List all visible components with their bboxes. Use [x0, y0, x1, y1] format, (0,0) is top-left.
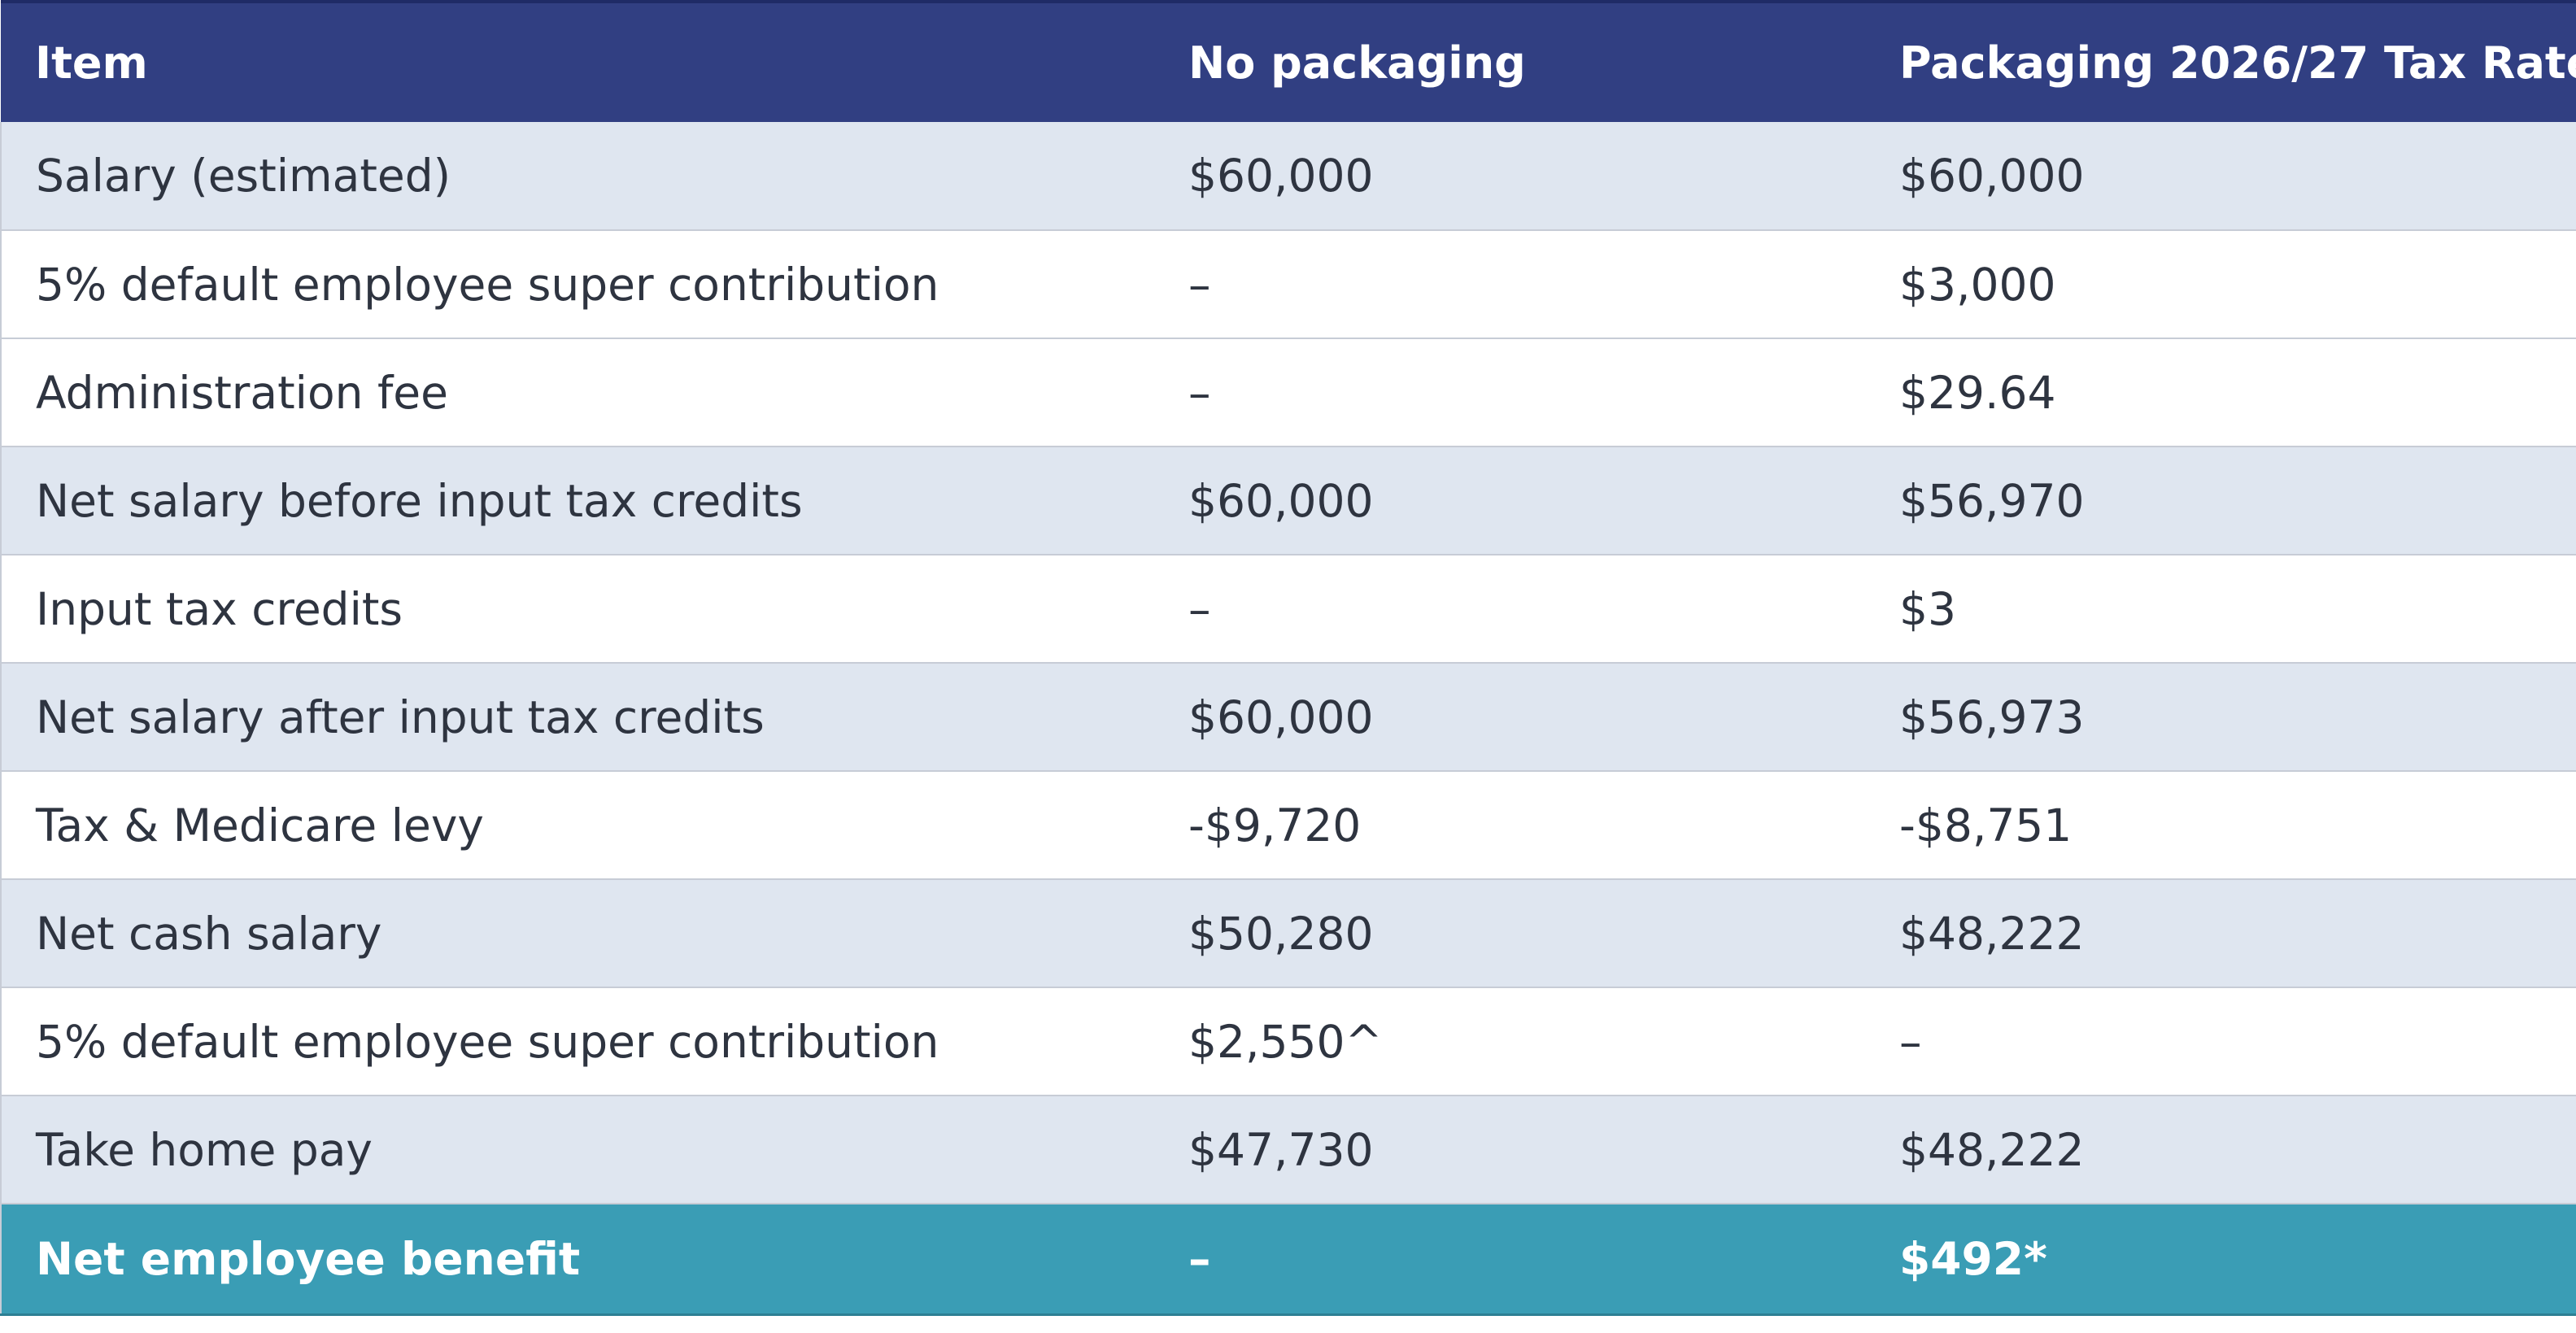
table-row: Salary (estimated) $60,000 $60,000 [0, 122, 2576, 231]
table-body: Salary (estimated) $60,000 $60,000 5% defau… [0, 122, 2576, 1316]
cell-item: Tax & Medicare levy [0, 771, 1154, 880]
cell-packaging: $56,973 [1865, 663, 2576, 772]
cell-packaging: $48,222 [1865, 1096, 2576, 1204]
cell-packaging: $3 [1865, 555, 2576, 664]
cell-item: Net salary before input tax credits [0, 447, 1154, 555]
cell-no-packaging: $50,280 [1154, 879, 1865, 988]
cell-no-packaging: $60,000 [1154, 663, 1865, 772]
table-row: Net salary after input tax credits $60,00… [0, 663, 2576, 772]
header-row: Item No packaging Packaging 2026/27 Tax … [1, 0, 2576, 122]
cell-item: Net salary after input tax credits [0, 663, 1154, 772]
cell-item: Administration fee [0, 338, 1154, 447]
cell-item: Input tax credits [0, 555, 1154, 664]
cell-no-packaging: – [1154, 230, 1865, 339]
table-row: Input tax credits – $3 [0, 555, 2576, 664]
cell-no-packaging: $60,000 [1154, 447, 1865, 555]
total-row: Net employee benefit – $492* [0, 1204, 2576, 1316]
cell-no-packaging: – [1154, 1204, 1865, 1316]
cell-no-packaging: $47,730 [1154, 1096, 1865, 1204]
cell-packaging: $492* [1865, 1204, 2576, 1316]
cell-packaging: -$8,751 [1865, 771, 2576, 880]
cell-item: Take home pay [0, 1096, 1154, 1204]
table-header: Item No packaging Packaging 2026/27 Tax … [1, 0, 2576, 122]
cell-item: 5% default employee super contribution [0, 230, 1154, 339]
table-row: 5% default employee super contribution $2… [0, 987, 2576, 1096]
cell-no-packaging: – [1154, 338, 1865, 447]
cell-item: 5% default employee super contribution [0, 987, 1154, 1096]
table-row: Take home pay $47,730 $48,222 [0, 1096, 2576, 1204]
cell-packaging: $60,000 [1865, 122, 2576, 231]
header-packaging: Packaging 2026/27 Tax Rates [1865, 0, 2576, 122]
table-row: Net cash salary $50,280 $48,222 [0, 879, 2576, 988]
cell-no-packaging: – [1154, 555, 1865, 664]
cell-no-packaging: $2,550^ [1154, 987, 1865, 1096]
table-row: Net salary before input tax credits $60,0… [0, 447, 2576, 555]
table-row: Tax & Medicare levy -$9,720 -$8,751 [0, 771, 2576, 880]
cell-packaging: $56,970 [1865, 447, 2576, 555]
cell-packaging: – [1865, 987, 2576, 1096]
header-item: Item [1, 0, 1154, 122]
cell-packaging: $48,222 [1865, 879, 2576, 988]
cell-item: Net cash salary [0, 879, 1154, 988]
cell-packaging: $3,000 [1865, 230, 2576, 339]
table-row: Administration fee – $29.64 [0, 338, 2576, 447]
cell-item: Salary (estimated) [0, 122, 1154, 231]
cell-item: Net employee benefit [0, 1204, 1154, 1316]
table-row: 5% default employee super contribution – $… [0, 230, 2576, 339]
cell-packaging: $29.64 [1865, 338, 2576, 447]
cell-no-packaging: $60,000 [1154, 122, 1865, 231]
header-no-packaging: No packaging [1154, 0, 1865, 122]
cell-no-packaging: -$9,720 [1154, 771, 1865, 880]
